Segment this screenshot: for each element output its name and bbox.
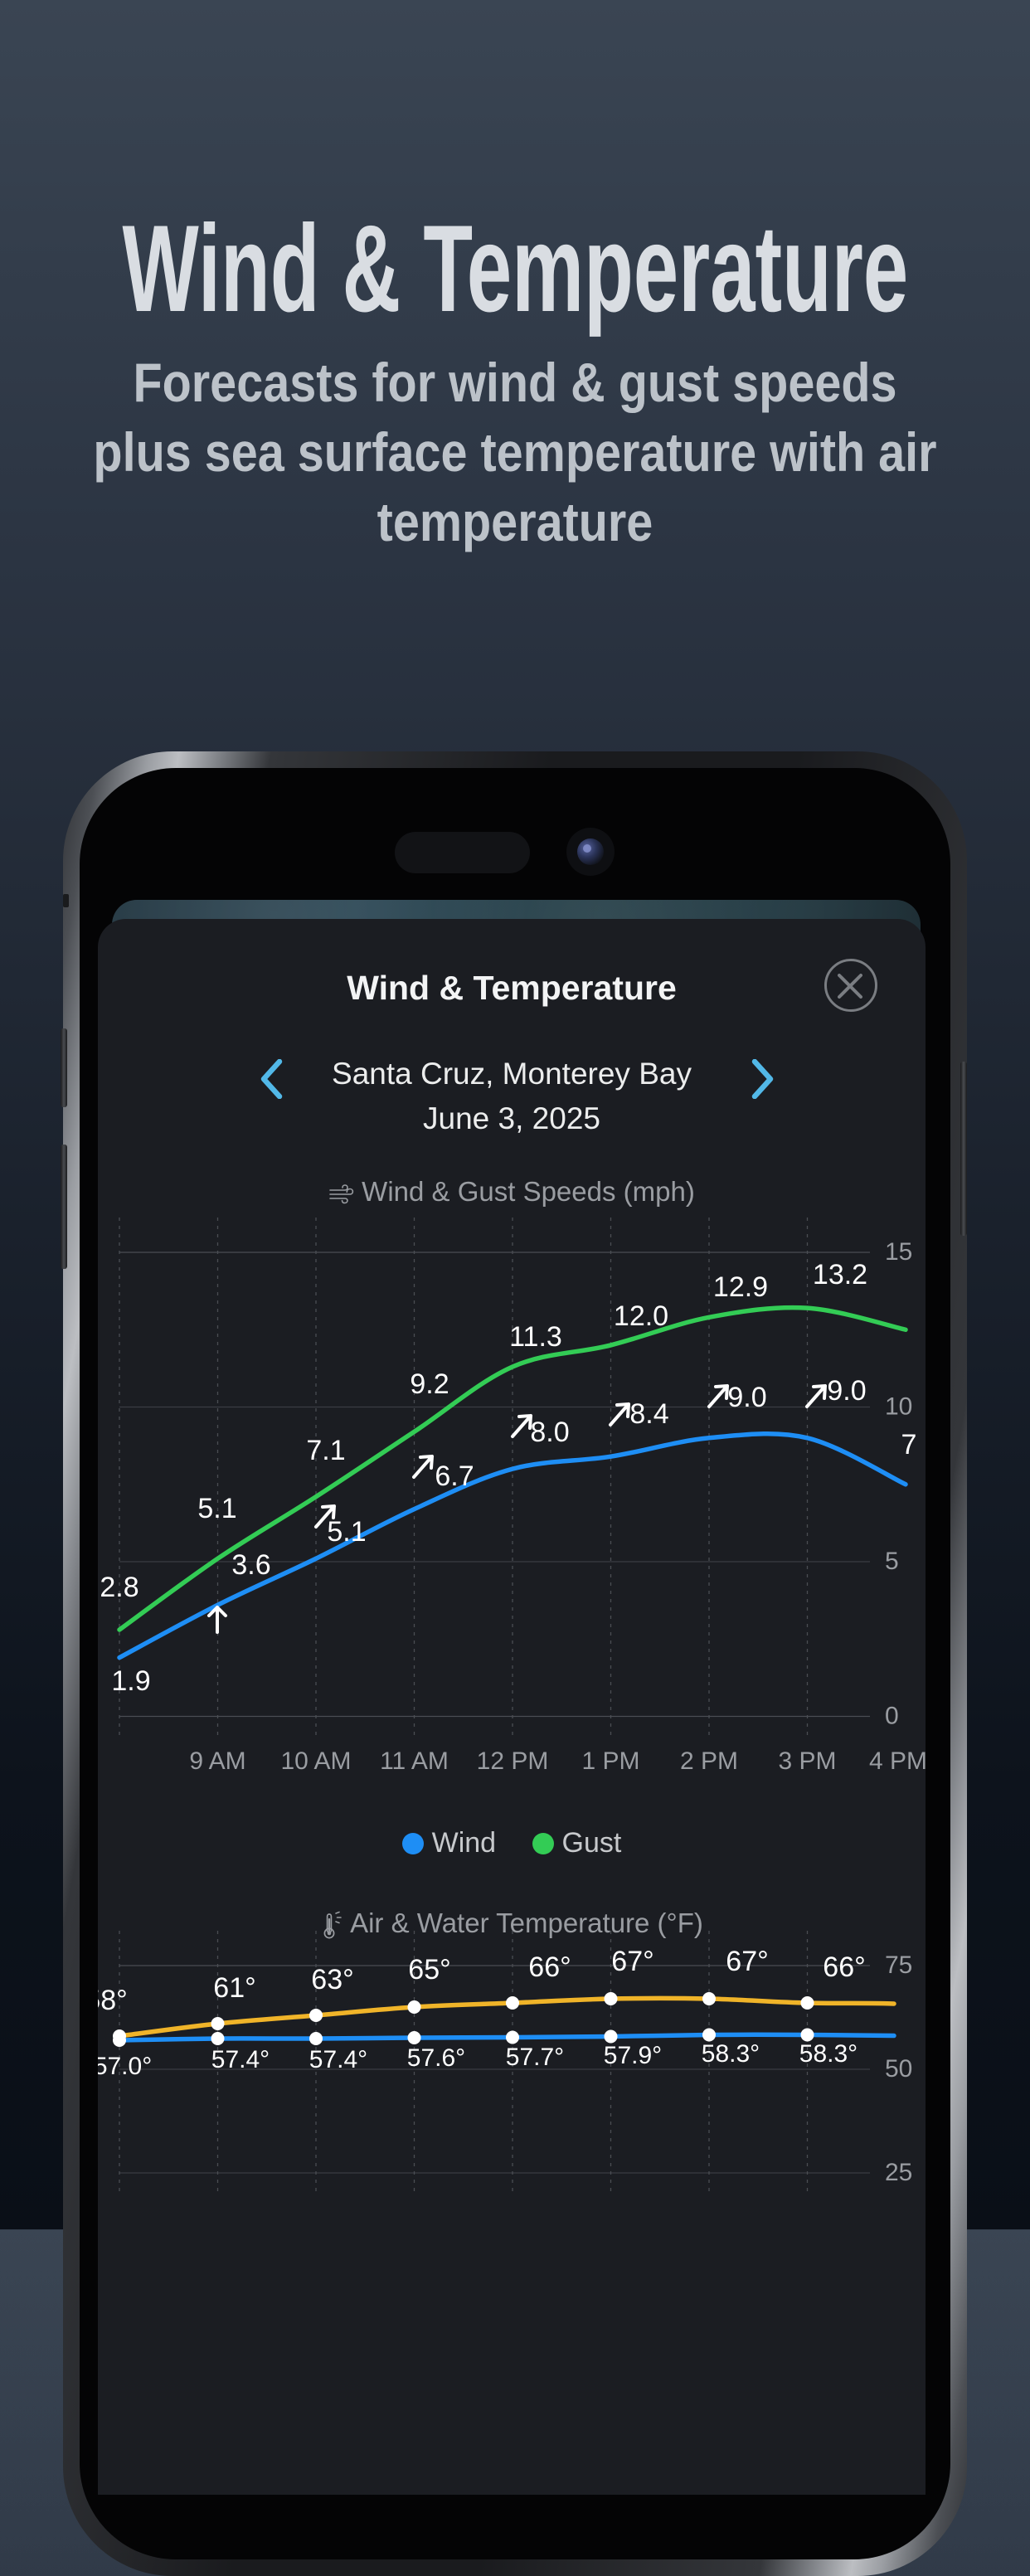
svg-text:57.7°: 57.7°: [506, 2044, 564, 2071]
svg-text:15: 15: [885, 1238, 912, 1266]
svg-text:66°: 66°: [823, 1951, 865, 1983]
svg-text:67°: 67°: [726, 1946, 768, 1977]
svg-text:3 PM: 3 PM: [778, 1747, 836, 1775]
svg-text:1.9: 1.9: [111, 1665, 150, 1697]
svg-text:2.8: 2.8: [100, 1572, 138, 1603]
svg-text:57.6°: 57.6°: [407, 2044, 465, 2072]
svg-text:4 PM: 4 PM: [869, 1747, 926, 1775]
svg-text:63°: 63°: [311, 1964, 353, 1995]
svg-text:6.7: 6.7: [435, 1461, 474, 1492]
svg-text:25: 25: [885, 2159, 912, 2186]
svg-text:9.2: 9.2: [410, 1368, 449, 1400]
svg-text:58°: 58°: [98, 1985, 128, 2016]
svg-text:2 PM: 2 PM: [680, 1747, 738, 1775]
svg-text:0: 0: [885, 1703, 899, 1730]
svg-text:61°: 61°: [213, 1972, 255, 2004]
svg-text:5: 5: [885, 1548, 899, 1575]
svg-text:10: 10: [885, 1393, 912, 1421]
svg-text:58.3°: 58.3°: [799, 2040, 858, 2068]
svg-text:3.6: 3.6: [231, 1549, 270, 1581]
svg-text:50: 50: [885, 2055, 912, 2083]
svg-text:10 AM: 10 AM: [280, 1747, 351, 1775]
svg-text:11 AM: 11 AM: [380, 1747, 449, 1775]
svg-text:5.1: 5.1: [327, 1516, 366, 1548]
svg-text:75: 75: [885, 1951, 912, 1979]
svg-text:57.0°: 57.0°: [98, 2053, 152, 2080]
svg-text:9.0: 9.0: [727, 1382, 766, 1413]
svg-text:65°: 65°: [408, 1954, 450, 1985]
svg-text:1 PM: 1 PM: [581, 1747, 639, 1775]
svg-text:57.9°: 57.9°: [604, 2042, 662, 2069]
svg-text:7.1: 7.1: [306, 1435, 345, 1466]
svg-text:12.0: 12.0: [614, 1300, 668, 1332]
svg-text:11.3: 11.3: [509, 1321, 562, 1353]
svg-text:8.0: 8.0: [530, 1417, 569, 1448]
svg-text:57.4°: 57.4°: [211, 2046, 270, 2073]
svg-text:58.3°: 58.3°: [702, 2040, 760, 2068]
svg-text:13.2: 13.2: [813, 1259, 867, 1290]
svg-text:7: 7: [901, 1429, 917, 1461]
svg-text:9 AM: 9 AM: [189, 1747, 245, 1775]
svg-text:67°: 67°: [611, 1946, 653, 1977]
svg-text:57.4°: 57.4°: [309, 2046, 367, 2073]
svg-text:9.0: 9.0: [827, 1375, 866, 1407]
svg-text:12 PM: 12 PM: [477, 1747, 549, 1775]
svg-text:8.4: 8.4: [629, 1398, 668, 1430]
svg-text:12.9: 12.9: [713, 1271, 768, 1303]
svg-text:66°: 66°: [528, 1951, 571, 1983]
svg-text:5.1: 5.1: [197, 1493, 236, 1524]
